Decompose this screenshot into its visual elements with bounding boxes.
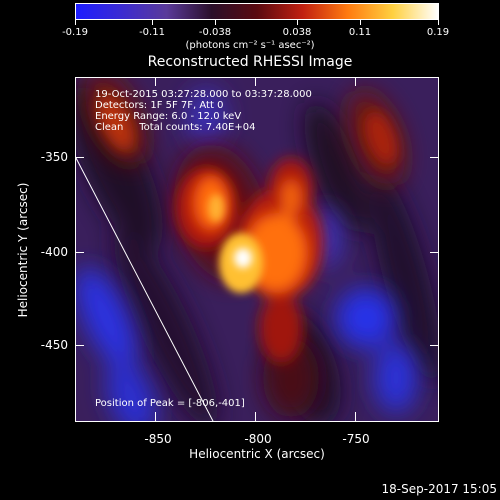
x-axis-label: Heliocentric X (arcsec): [189, 447, 325, 461]
y-tick-label: -450: [40, 338, 68, 352]
colorbar-tick-label: 0.038: [282, 27, 312, 38]
y-tick: [430, 157, 439, 158]
x-tick-label: -800: [244, 432, 272, 446]
y-tick: [430, 252, 439, 253]
y-tick: [430, 345, 439, 346]
x-tick: [155, 77, 156, 86]
x-tick-label: -750: [342, 432, 370, 446]
colorbar-ticks: [75, 20, 439, 26]
x-tick: [355, 412, 356, 421]
x-tick: [155, 412, 156, 421]
footer-date: 18-Sep-2017 15:05: [381, 482, 497, 496]
info-time-range: 19-Oct-2015 03:27:28.000 to 03:37:28.000: [95, 89, 312, 100]
image-title: Reconstructed RHESSI Image: [147, 54, 353, 70]
colorbar: [75, 3, 439, 20]
rhessi-image: [75, 77, 439, 422]
colorbar-tick-label: -0.038: [198, 27, 232, 38]
y-tick-label: -400: [40, 245, 68, 259]
x-tick: [255, 77, 256, 86]
solar-limb-line: [76, 157, 214, 421]
x-tick-label: -850: [144, 432, 172, 446]
info-clean-counts: Clean Total counts: 7.40E+04: [95, 122, 256, 133]
colorbar-tick-label: 0.11: [348, 27, 372, 38]
y-axis-label: Heliocentric Y (arcsec): [16, 182, 30, 318]
x-tick: [255, 412, 256, 421]
y-tick: [75, 157, 84, 158]
colorbar-tick-label: -0.19: [62, 27, 88, 38]
image-svg: [76, 78, 438, 421]
info-peak-position: Position of Peak = [-806,-401]: [95, 398, 245, 409]
info-energy-range: Energy Range: 6.0 - 12.0 keV: [95, 111, 242, 122]
info-detectors: Detectors: 1F 5F 7F, Att 0: [95, 100, 224, 111]
y-tick: [75, 252, 84, 253]
colorbar-units: (photons cm⁻² s⁻¹ asec⁻²): [185, 40, 315, 51]
y-tick-label: -350: [40, 150, 68, 164]
colorbar-tick-label: 0.19: [426, 27, 450, 38]
colorbar-tick-label: -0.11: [139, 27, 165, 38]
y-tick: [75, 345, 84, 346]
x-tick: [355, 77, 356, 86]
